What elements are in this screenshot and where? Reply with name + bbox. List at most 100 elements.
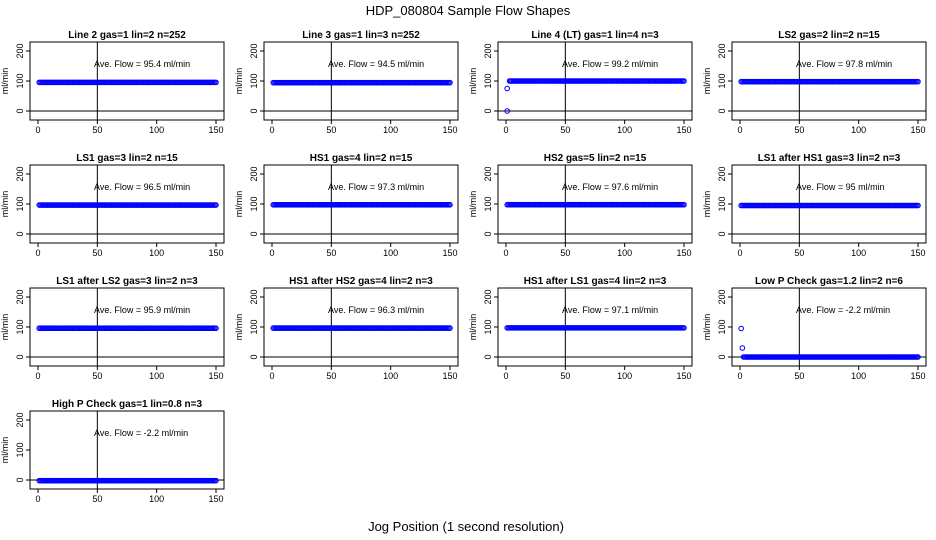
x-tick-label: 100 [617, 125, 632, 135]
x-tick-label: 50 [794, 248, 804, 258]
data-point [681, 325, 687, 331]
x-tick-label: 0 [35, 371, 40, 381]
x-tick-label: 0 [503, 371, 508, 381]
y-tick-label: 100 [15, 319, 25, 334]
y-tick-label: 0 [717, 108, 727, 113]
x-tick-label: 150 [676, 248, 691, 258]
y-tick-label: 0 [483, 231, 493, 236]
y-tick-label: 0 [717, 231, 727, 236]
y-axis-label: ml/min [468, 191, 478, 218]
panel-title: Line 4 (LT) gas=1 lin=4 n=3 [531, 30, 659, 41]
x-tick-label: 50 [326, 371, 336, 381]
y-tick-label: 0 [483, 354, 493, 359]
x-tick-label: 100 [149, 125, 164, 135]
y-tick-label: 200 [249, 43, 259, 58]
x-tick-label: 50 [326, 125, 336, 135]
x-tick-label: 0 [35, 494, 40, 504]
x-tick-label: 100 [851, 125, 866, 135]
average-flow-annotation: Ave. Flow = 97.3 ml/min [328, 182, 424, 192]
average-flow-annotation: Ave. Flow = 96.3 ml/min [328, 305, 424, 315]
chart-panel: HS1 after HS2 gas=4 lin=2 n=3 ml/min 0 50 10… [234, 276, 459, 381]
y-tick-label: 0 [249, 231, 259, 236]
y-tick-label: 0 [15, 231, 25, 236]
y-tick-label: 0 [483, 108, 493, 113]
panel-title: Line 3 gas=1 lin=3 n=252 [302, 30, 420, 41]
x-tick-label: 50 [560, 248, 570, 258]
panel-title: LS1 after HS1 gas=3 lin=2 n=3 [758, 153, 901, 164]
panel-title: HS1 after LS1 gas=4 lin=2 n=3 [524, 276, 667, 287]
x-tick-label: 150 [910, 248, 925, 258]
data-point [447, 79, 453, 86]
data-point [681, 201, 687, 208]
y-tick-label: 0 [249, 354, 259, 359]
x-tick-label: 100 [383, 248, 398, 258]
panel-title: LS1 gas=3 lin=2 n=15 [76, 153, 178, 164]
chart-panel: Line 2 gas=1 lin=2 n=252 ml/min 0 50 100 150 0… [0, 30, 225, 135]
y-tick-label: 0 [717, 354, 727, 359]
average-flow-annotation: Ave. Flow = 97.1 ml/min [562, 305, 658, 315]
x-tick-label: 150 [442, 125, 457, 135]
x-tick-label: 0 [737, 125, 742, 135]
x-tick-label: 100 [149, 248, 164, 258]
y-tick-label: 200 [717, 166, 727, 181]
y-axis-label: ml/min [234, 68, 244, 95]
y-tick-label: 100 [249, 196, 259, 211]
x-tick-label: 150 [208, 494, 223, 504]
average-flow-annotation: Ave. Flow = 97.8 ml/min [796, 59, 892, 69]
data-point [681, 78, 687, 84]
average-flow-annotation: Ave. Flow = 99.2 ml/min [562, 59, 658, 69]
x-tick-label: 100 [617, 371, 632, 381]
x-axis-label: Jog Position (1 second resolution) [368, 519, 564, 534]
data-point [447, 202, 453, 208]
y-tick-label: 200 [249, 166, 259, 181]
chart-panel: Low P Check gas=1.2 lin=2 n=6 ml/min 0 50 10… [702, 276, 927, 381]
x-tick-label: 100 [617, 248, 632, 258]
x-tick-label: 50 [92, 248, 102, 258]
average-flow-annotation: Ave. Flow = -2.2 ml/min [796, 305, 890, 315]
x-tick-label: 50 [326, 248, 336, 258]
x-tick-label: 100 [149, 494, 164, 504]
data-point [915, 354, 921, 360]
panel-title: Low P Check gas=1.2 lin=2 n=6 [755, 276, 903, 287]
data-point [915, 78, 921, 85]
y-tick-label: 200 [483, 289, 493, 304]
y-tick-label: 100 [483, 319, 493, 334]
y-axis-label: ml/min [234, 314, 244, 341]
panel-grid: Line 2 gas=1 lin=2 n=252 ml/min 0 50 100 150 0… [0, 30, 927, 504]
x-tick-label: 50 [92, 371, 102, 381]
x-tick-label: 0 [737, 248, 742, 258]
y-tick-label: 100 [249, 319, 259, 334]
y-axis-label: ml/min [0, 68, 10, 95]
chart-panel: Line 3 gas=1 lin=3 n=252 ml/min 0 50 100 150 0… [234, 30, 459, 135]
x-tick-label: 100 [149, 371, 164, 381]
x-tick-label: 50 [560, 371, 570, 381]
chart-panel: LS1 after HS1 gas=3 lin=2 n=3 ml/min 0 50 10… [702, 153, 927, 258]
x-tick-label: 150 [442, 248, 457, 258]
data-point [213, 477, 219, 484]
y-tick-label: 100 [249, 73, 259, 88]
y-tick-label: 0 [15, 354, 25, 359]
y-tick-label: 100 [15, 196, 25, 211]
y-axis-label: ml/min [0, 314, 10, 341]
x-tick-label: 150 [442, 371, 457, 381]
average-flow-annotation: Ave. Flow = 97.6 ml/min [562, 182, 658, 192]
chart-panel: LS1 after LS2 gas=3 lin=2 n=3 ml/min 0 50 10… [0, 276, 225, 381]
x-tick-label: 0 [737, 371, 742, 381]
y-axis-label: ml/min [234, 191, 244, 218]
x-tick-label: 0 [503, 125, 508, 135]
y-tick-label: 0 [15, 477, 25, 482]
chart-panel: HS2 gas=5 lin=2 n=15 ml/min 0 50 100 150 0 100 2… [468, 153, 693, 258]
y-tick-label: 200 [15, 43, 25, 58]
y-axis-label: ml/min [468, 314, 478, 341]
y-tick-label: 100 [483, 196, 493, 211]
y-tick-label: 0 [15, 108, 25, 113]
x-tick-label: 150 [676, 371, 691, 381]
panel-title: High P Check gas=1 lin=0.8 n=3 [52, 399, 203, 410]
x-tick-label: 150 [910, 371, 925, 381]
y-axis-label: ml/min [702, 314, 712, 341]
x-tick-label: 0 [269, 125, 274, 135]
y-tick-label: 200 [249, 289, 259, 304]
y-tick-label: 100 [717, 196, 727, 211]
y-tick-label: 200 [483, 166, 493, 181]
x-tick-label: 50 [92, 494, 102, 504]
